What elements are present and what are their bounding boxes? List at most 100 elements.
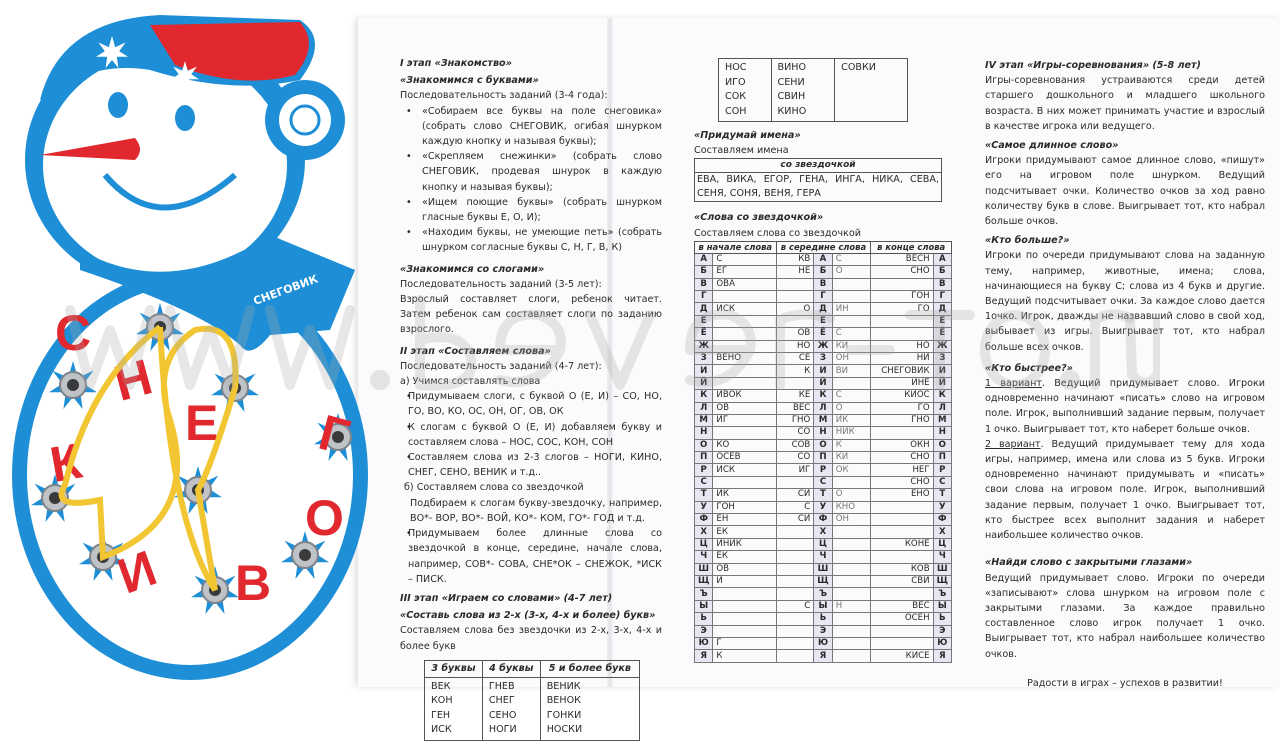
word-part-cell: ИНЕ — [870, 376, 934, 391]
table-row: Х ЕК Х Х — [693, 525, 953, 539]
letter-cell: Л — [813, 401, 833, 415]
letter-cell: Б — [693, 265, 714, 279]
face — [40, 92, 237, 211]
word-part-cell: ИГ — [775, 463, 815, 477]
letter-cell: Л — [932, 401, 953, 415]
word-part-cell — [712, 587, 777, 601]
word-part-cell — [831, 562, 872, 576]
word-part-cell: СНО — [870, 475, 934, 490]
word-part-cell — [831, 277, 872, 292]
letter-cell: Ф — [813, 512, 833, 527]
letter-cell: О — [693, 438, 714, 453]
word-part-cell: ОВ — [712, 562, 777, 576]
word-part-cell: ГНО — [775, 413, 815, 428]
word-part-cell: ИН — [831, 302, 872, 316]
letter-cell: П — [932, 451, 953, 465]
letter-cell: О — [813, 438, 833, 453]
letter-cell: Ь — [693, 612, 714, 626]
word-part-cell — [712, 624, 777, 638]
letter-cell: М — [932, 413, 953, 428]
letter-cell: Ю — [813, 636, 833, 651]
word-part-cell: ВИ — [831, 364, 872, 378]
list-item: Придумываем более длинные слова со звезд… — [400, 526, 662, 587]
letter-cell: С — [932, 475, 953, 490]
word-part-cell — [712, 289, 777, 304]
letter-cell: Р — [693, 463, 714, 477]
word-part-cell: КВ — [775, 252, 815, 267]
column-header: 5 и более букв — [539, 659, 641, 678]
letter-cell: Ё — [813, 327, 833, 341]
letter-cell: Ы — [813, 599, 833, 614]
word-part-cell: И — [712, 574, 777, 589]
letter-cell: Ю — [693, 636, 714, 651]
table-row: Д ИСК О Д ИН ГО Д — [693, 302, 953, 316]
names-box: со звездочкой ЕВА, ВИКА, ЕГОР, ГЕНА, ИНГ… — [694, 158, 942, 203]
table-row: Ф ЕН СИ Ф ОН Ф — [693, 512, 953, 527]
grommet-hole — [332, 431, 344, 443]
letter-cell: Щ — [813, 574, 833, 589]
letter-cell: П — [813, 451, 833, 465]
word-part-cell — [870, 525, 934, 539]
word-part-cell: ГОН — [870, 289, 934, 304]
word-part-cell — [775, 289, 815, 304]
letter-cell: Э — [693, 624, 714, 638]
letter-cell: Ш — [693, 562, 714, 576]
letter: О — [305, 490, 344, 546]
stage2-heading: II этап «Составляем слова» — [400, 345, 551, 357]
letter-cell: Ь — [932, 612, 953, 626]
longest-word-heading: «Самое длинное слово» — [985, 140, 1119, 152]
word-part-cell: ГОН — [712, 500, 777, 515]
letter-cell: В — [693, 277, 714, 292]
letter: В — [235, 555, 271, 611]
letter-cell: Н — [813, 426, 833, 440]
word-part-cell — [831, 289, 872, 304]
word-part-cell: НИ — [870, 351, 934, 366]
carrot-nose — [40, 138, 140, 160]
word-part-cell: НИК — [831, 426, 872, 440]
letter-cell: В — [932, 277, 953, 292]
word-part-cell: СНО — [870, 451, 934, 465]
table-row: Р ИСК ИГ Р ОК НЕГ Р — [693, 463, 953, 477]
word-part-cell: ГО — [870, 302, 934, 316]
word-part-cell — [712, 327, 777, 341]
table-row: З ВЕНО СЕ З ОН НИ З — [693, 351, 953, 366]
step-a: а) Учимся составлять слова — [400, 376, 541, 388]
word-part-cell — [870, 277, 934, 292]
word-part-cell: С — [831, 389, 872, 403]
word-part-cell: ЕК — [712, 550, 777, 564]
letter-cell: Х — [932, 525, 953, 539]
word-part-cell — [831, 525, 872, 539]
word-part-cell: НО — [775, 339, 815, 353]
letter-cell: Ф — [693, 512, 714, 527]
letter-cell: Л — [693, 401, 714, 415]
letter-cell: И — [693, 364, 714, 378]
word-part-cell — [831, 649, 872, 663]
table-row: Ч ЕК Ч Ч — [693, 550, 953, 564]
word-part-cell: ЕНО — [870, 488, 934, 502]
letter-cell: Т — [932, 488, 953, 502]
word-part-cell — [831, 537, 872, 552]
word-part-cell: СОВ — [775, 438, 815, 453]
word-part-cell: ЕН — [712, 512, 777, 527]
word-part-cell — [831, 314, 872, 329]
table-row: М ИГ ГНО М ИК ГНО М — [693, 413, 953, 428]
variant-2: 2 вариант. Ведущий придумывает тему для … — [985, 438, 1265, 542]
letter-cell: А — [693, 252, 714, 267]
word-part-cell: О — [831, 401, 872, 415]
letter-cell: Р — [813, 463, 833, 477]
letter-cell: Ь — [813, 612, 833, 626]
word-part-cell: ВЕС — [870, 599, 934, 614]
star-words-table: в начале слова в середине слова в конце … — [693, 240, 953, 663]
word-part-cell: ОКН — [870, 438, 934, 453]
lace[interactable] — [58, 324, 239, 592]
word-part-cell: ОВ — [775, 327, 815, 341]
word-part-cell: СО — [775, 426, 815, 440]
table-row: Л ОВ ВЕС Л О ГО Л — [693, 401, 953, 415]
word-part-cell — [712, 364, 777, 378]
letter-cell: Ц — [932, 537, 953, 552]
grommet-hole — [67, 379, 79, 391]
letter-cell: Т — [813, 488, 833, 502]
letter: С — [55, 305, 91, 361]
word-part-cell — [870, 426, 934, 440]
